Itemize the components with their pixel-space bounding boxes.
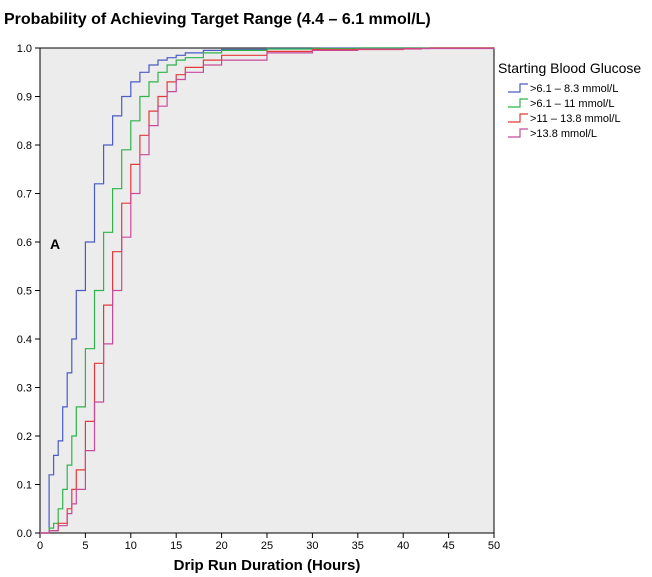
y-tick-label: 0.0 [17, 528, 32, 540]
series-line-2 [40, 47, 494, 534]
legend-label-3: >11 – 13.8 mmol/L [530, 113, 621, 125]
legend-title: Starting Blood Glucose [498, 60, 641, 76]
x-tick-label: 40 [397, 540, 409, 552]
y-tick-label: 1.0 [17, 43, 32, 55]
x-tick-label: 50 [488, 540, 500, 552]
legend: Starting Blood Glucose >6.1 – 8.3 mmol/L… [498, 60, 641, 140]
x-tick-label: 5 [82, 540, 88, 552]
y-tick-label: 0.4 [17, 334, 32, 346]
x-tick-label: 45 [442, 540, 454, 552]
y-tick-label: 0.8 [17, 140, 32, 152]
chart-title: Probability of Achieving Target Range (4… [4, 11, 431, 28]
legend-swatch-2 [508, 98, 528, 108]
legend-swatch-3 [508, 113, 528, 123]
panel-annotation: A [50, 236, 60, 252]
x-tick-label: 20 [215, 540, 227, 552]
y-tick-label: 0.2 [17, 431, 32, 443]
plot-area [39, 47, 495, 534]
x-axis: 0 5 10 15 20 25 30 35 40 45 50 [37, 533, 500, 552]
x-tick-label: 0 [37, 540, 43, 552]
y-tick-label: 0.6 [17, 237, 32, 249]
x-tick-label: 25 [261, 540, 273, 552]
x-tick-label: 10 [125, 540, 137, 552]
y-tick-label: 0.5 [17, 286, 32, 298]
legend-label-1: >6.1 – 8.3 mmol/L [530, 83, 618, 95]
y-axis: 0.0 0.1 0.2 0.3 0.4 0.5 0.6 0.7 0.8 0.9 1.0 [17, 43, 40, 540]
legend-label-4: >13.8 mmol/L [530, 128, 597, 140]
x-tick-label: 35 [352, 540, 364, 552]
series-layer [40, 47, 495, 534]
y-tick-label: 0.7 [17, 189, 32, 201]
legend-swatch-4 [508, 128, 528, 138]
legend-swatch-1 [508, 83, 528, 93]
series-line-4 [40, 47, 495, 534]
x-axis-label: Drip Run Duration (Hours) [174, 557, 361, 574]
y-tick-label: 0.1 [17, 480, 32, 492]
legend-label-2: >6.1 – 11 mmol/L [530, 98, 614, 110]
y-tick-label: 0.9 [17, 92, 32, 104]
x-tick-label: 15 [170, 540, 182, 552]
x-tick-label: 30 [306, 540, 318, 552]
y-tick-label: 0.3 [17, 383, 32, 395]
